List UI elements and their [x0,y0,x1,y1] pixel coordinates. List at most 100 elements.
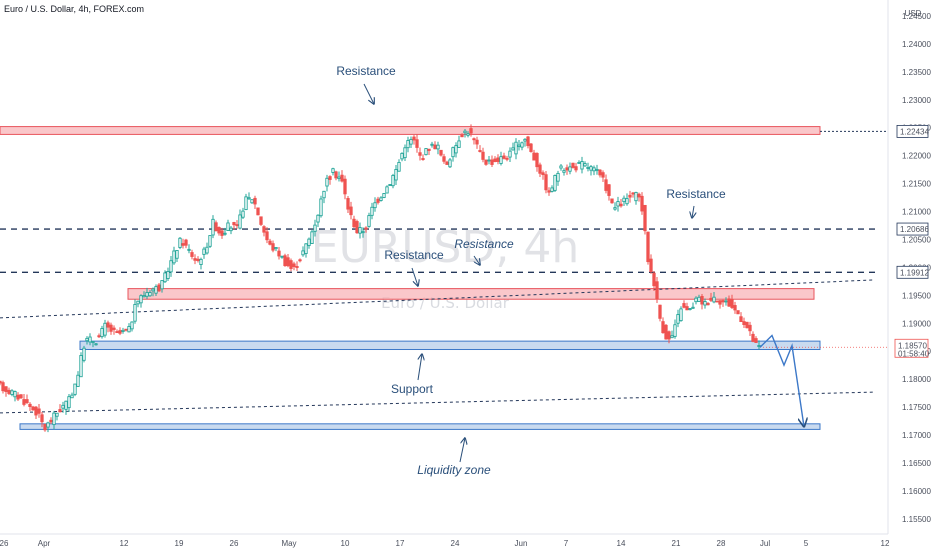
candle [715,300,719,303]
candle [73,383,77,397]
candle-body [0,380,2,384]
candle [76,371,80,387]
price-tick-label: 1.22000 [902,152,931,161]
candle [88,333,92,346]
candle-body [631,192,635,195]
candle [757,340,761,350]
candle-body [493,158,497,163]
candle-body [217,227,221,234]
candle [67,393,71,412]
candle-body [160,280,164,290]
candle [415,134,419,153]
candle-body [478,150,482,152]
time-tick-label: 28 [717,539,726,548]
candle [412,135,416,145]
candle [739,312,743,323]
projection-path[interactable] [759,334,804,427]
zone-liquidity-zone[interactable] [19,423,821,430]
candle [55,412,59,421]
annotation-label[interactable]: Resistance [666,187,726,201]
zone-support[interactable] [79,340,821,351]
candle [442,153,446,164]
candle-body [490,159,494,165]
candle-body [16,394,20,400]
candle [688,308,692,311]
candle-body [121,329,125,332]
annotation-label[interactable]: Resistance [336,64,396,78]
candle-body [598,169,602,176]
candle-body [472,138,476,141]
annotation-label[interactable]: Liquidity zone [417,463,491,477]
candle [556,170,560,186]
time-axis[interactable]: 26 Apr 12 19 26 May 10 17 24 Jun 7 14 21 28 Jul 5 12 [0,533,890,548]
candle [703,298,707,309]
candle-body [484,159,488,165]
candle [646,231,650,265]
candle [124,328,128,332]
level-lines-layer [0,228,880,273]
candle [70,392,74,399]
candle [538,162,542,177]
zone-resistance-top[interactable] [0,126,821,135]
candle [649,254,653,274]
candle [640,192,644,215]
candle-body [214,222,218,232]
candle-body [187,248,191,251]
zone-resistance-mid[interactable] [127,288,815,300]
candle-body [619,203,623,207]
candle [82,345,86,363]
candle-body [712,296,716,303]
price-tick-label: 1.16000 [902,487,931,496]
candle [385,185,389,194]
candle-body [283,255,287,267]
candle-body [262,226,266,233]
candle [160,280,164,293]
candle-body [205,246,209,254]
annotation-label[interactable]: Support [391,382,434,396]
trend-line-0[interactable] [0,279,875,319]
candle [598,169,602,178]
price-label-box [896,124,929,138]
trend-line-1[interactable] [0,391,875,414]
candle [280,255,284,259]
candle-body [436,144,440,150]
candle [535,152,539,172]
candle-body [550,187,554,192]
candle [151,287,155,297]
annotation-label[interactable]: Resistance [454,237,514,251]
projection-layer [759,334,804,427]
candle-body [190,252,194,257]
candle-body [568,166,572,172]
time-tick-label: 7 [564,539,569,548]
candle [64,400,68,415]
candle [178,237,182,250]
candle [400,152,404,162]
candle-body [367,215,371,227]
candle-body [199,258,203,265]
candle [208,235,212,249]
candle [364,226,368,233]
candle-body [634,191,638,202]
candle [322,190,326,204]
candle-body [133,304,137,322]
candle [433,141,437,150]
candle [25,394,29,405]
candle-body [88,336,92,343]
candle [487,155,491,165]
candle [34,405,38,419]
time-tick-label: 12 [120,539,129,548]
annotation-arrow [411,267,418,286]
candle [100,325,104,339]
candle-body [151,288,155,292]
candle-body [178,237,182,248]
annotation-label[interactable]: Resistance [384,248,444,262]
symbol-title[interactable]: Euro / U.S. Dollar, 4h, FOREX.com [4,4,144,14]
candle-body [394,169,398,181]
candle-body [43,423,47,431]
candle [499,151,503,166]
candle-body [451,147,455,158]
candle [553,174,557,193]
candle [253,195,257,209]
candle [631,191,635,198]
